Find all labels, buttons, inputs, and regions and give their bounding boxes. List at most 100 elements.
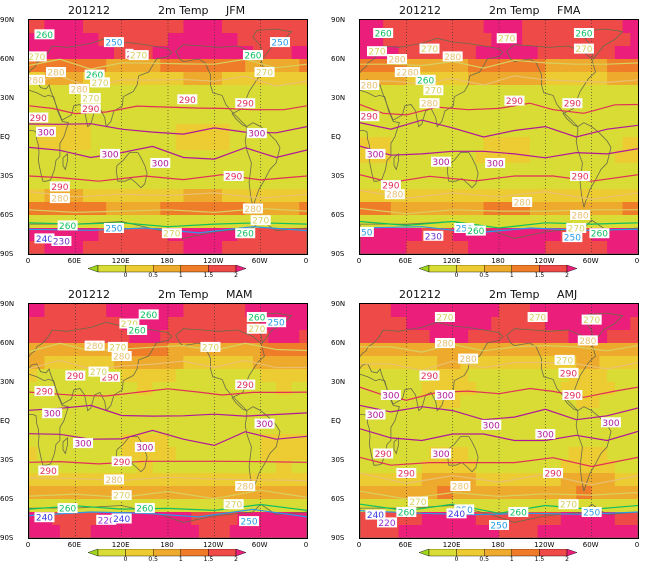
field-cell [614, 20, 624, 34]
field-cell [599, 356, 608, 370]
field-cell [491, 512, 500, 526]
contour-label-bg [577, 335, 598, 346]
field-cell [160, 111, 169, 125]
field-cell [560, 202, 570, 216]
field-cell [152, 111, 161, 125]
field-cell [429, 189, 438, 203]
contour-label-bg [103, 223, 124, 233]
field-cell [83, 20, 92, 34]
field-cell [152, 176, 161, 190]
field-cell [468, 150, 477, 164]
field-cell [129, 20, 138, 34]
field-cell [113, 228, 123, 242]
field-cell [529, 343, 539, 357]
contour-label-bg [254, 67, 275, 77]
field-cell [398, 408, 407, 422]
field-cell [160, 46, 169, 60]
field-cell [52, 85, 61, 99]
field-cell [398, 176, 407, 190]
field-cell [29, 137, 38, 151]
field-cell [160, 72, 169, 86]
field-cell [468, 512, 477, 526]
field-cell [237, 150, 246, 164]
colorbar-swatch [97, 265, 126, 273]
field-cell [152, 59, 161, 73]
field-cell [268, 124, 277, 138]
field-cell [214, 499, 223, 513]
field-cell [460, 421, 469, 435]
field-cell [406, 434, 415, 448]
field-cell [622, 111, 631, 125]
field-cell [591, 525, 600, 538]
contour-label: 260 [591, 230, 608, 240]
field-cell [198, 460, 208, 474]
field-cell [614, 486, 624, 500]
field-cell [522, 241, 531, 254]
field-cell [529, 176, 539, 190]
field-cell [406, 317, 415, 331]
field-cell [52, 395, 61, 409]
field-cell [475, 33, 485, 47]
field-cell [545, 421, 554, 435]
field-cell [129, 241, 138, 254]
field-cell [129, 356, 138, 370]
field-cell [98, 460, 107, 474]
field-cell [491, 395, 500, 409]
field-cell [522, 369, 531, 383]
field-cell [622, 512, 631, 526]
field-cell [198, 486, 208, 500]
field-cell [299, 20, 307, 34]
field-cell [144, 189, 154, 203]
field-cell [529, 228, 539, 242]
field-cell [398, 150, 407, 164]
field-cell [591, 72, 600, 86]
field-cell [137, 447, 146, 461]
field-cell [206, 59, 215, 73]
contour-label-bg [49, 181, 70, 192]
contour-label: 270 [109, 343, 126, 353]
field-cell [90, 447, 100, 461]
field-cell [560, 215, 570, 229]
field-cell [406, 163, 415, 177]
field-cell [206, 176, 215, 190]
field-cell [183, 111, 192, 125]
field-cell [390, 59, 400, 73]
field-cell [129, 460, 138, 474]
contour-label: 240 [36, 514, 53, 524]
field-cell [214, 33, 223, 47]
contour-label-bg [380, 390, 401, 400]
field-cell [198, 421, 208, 435]
field-cell [421, 447, 431, 461]
field-cell [591, 460, 600, 474]
field-cell [491, 525, 500, 538]
field-cell [367, 304, 377, 318]
field-cell [545, 111, 554, 125]
field-cell [90, 434, 100, 448]
contour-label-bg [377, 517, 398, 528]
field-cell [468, 215, 477, 229]
field-cell [144, 317, 154, 331]
field-cell [553, 59, 562, 73]
field-cell [36, 473, 46, 487]
field-cell [398, 317, 407, 331]
field-cell [206, 137, 215, 151]
field-cell [614, 137, 624, 151]
field-cell [460, 434, 469, 448]
field-cell [283, 369, 293, 383]
field-cell [514, 330, 523, 344]
field-cell [452, 241, 461, 254]
field-cell [444, 343, 454, 357]
field-cell [568, 421, 577, 435]
field-cell [468, 124, 477, 138]
field-cell [245, 356, 254, 370]
field-cell [222, 330, 231, 344]
field-cell [568, 512, 577, 526]
field-cell [468, 137, 477, 151]
field-cell [121, 215, 130, 229]
field-cell [576, 447, 585, 461]
field-cell [144, 202, 154, 216]
field-cell [98, 98, 107, 112]
field-cell [283, 304, 293, 318]
field-cell [506, 202, 516, 216]
contour-label: 280 [86, 342, 103, 352]
